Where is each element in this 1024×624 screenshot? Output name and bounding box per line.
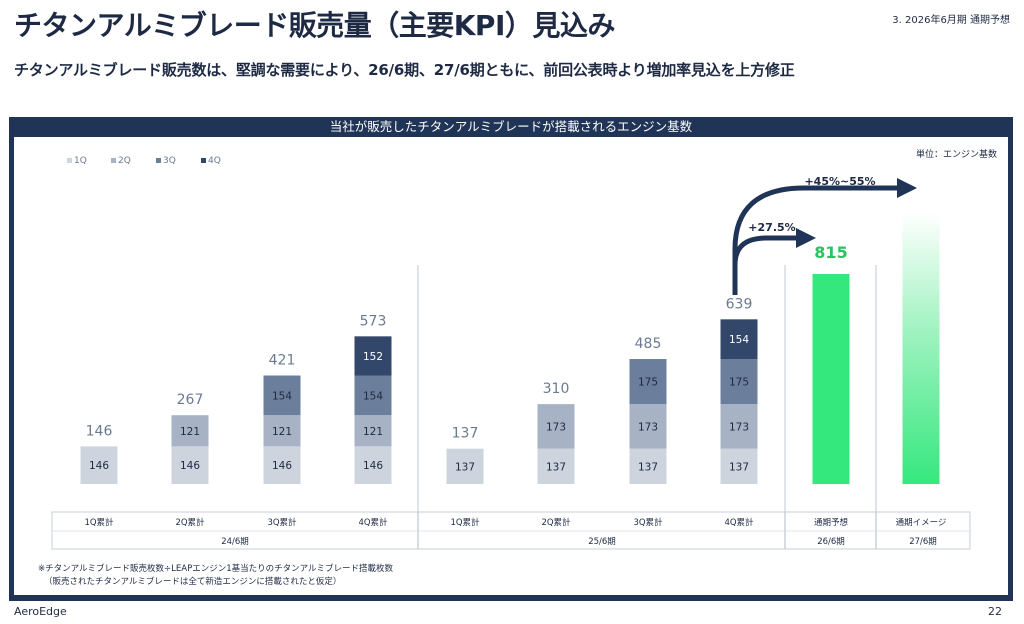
growth-arrow-26 (732, 228, 816, 295)
legend-swatch-1q (67, 158, 72, 163)
category-label: 2Q累計 (175, 517, 205, 528)
period-label: 26/6期 (817, 537, 845, 547)
segment-value-label: 154 (729, 334, 749, 346)
bar-total-label: 310 (543, 381, 570, 397)
period-label: 27/6期 (909, 537, 937, 547)
category-label: 4Q累計 (358, 517, 388, 528)
legend-label-2q: 2Q (118, 156, 131, 166)
segment-value-label: 146 (272, 460, 292, 472)
bar-total-label: 146 (86, 423, 113, 439)
bar-segment-2q (629, 404, 667, 449)
category-label: 1Q累計 (450, 517, 480, 528)
bar-segment-3q (720, 359, 758, 405)
chart-title: 当社が販売したチタンアルミブレードが搭載されるエンジン基数 (329, 119, 693, 134)
bar-segment-1q (446, 448, 484, 484)
legend-label-3q: 3Q (163, 156, 176, 166)
period-label: 25/6期 (588, 537, 616, 547)
segment-value-label: 121 (363, 426, 383, 438)
forecast-bar-26 (812, 273, 850, 484)
section-label: 3. 2026年6月期 通期予想 (892, 15, 1010, 26)
category-label: 1Q累計 (84, 517, 114, 528)
bar-segment-2q (720, 404, 758, 449)
segment-value-label: 154 (272, 390, 292, 402)
category-label: 4Q累計 (724, 517, 754, 528)
segment-value-label: 146 (89, 460, 109, 472)
footnote: ※チタンアルミブレード販売枚数÷LEAPエンジン1基当たりのチタンアルミブレード… (38, 563, 394, 574)
category-label: 3Q累計 (633, 517, 663, 528)
segment-value-label: 137 (638, 461, 658, 473)
bar-segment-1q (629, 448, 667, 484)
bar-segment-2q (537, 404, 575, 449)
segment-value-label: 173 (546, 421, 566, 433)
chart-panel: 1Q 2Q 3Q 4Q 単位：エンジン基数 146 146 146 121 267 146 121 15… (14, 137, 1008, 595)
segment-value-label: 137 (455, 461, 475, 473)
bar-segment-1q (171, 446, 209, 484)
legend-label-4q: 4Q (208, 156, 221, 166)
category-label: 2Q累計 (541, 517, 571, 528)
category-label: 通期予想 (814, 517, 849, 528)
bar-segment-2q (171, 415, 209, 447)
footnote: （販売されたチタンアルミブレードは全て新造エンジンに搭載されたと仮定） (44, 576, 341, 587)
category-label: 3Q累計 (267, 517, 297, 528)
legend-swatch-4q (201, 158, 206, 163)
bar-total-label: 485 (635, 336, 662, 352)
page-number: 22 (988, 605, 1002, 618)
category-label: 通期イメージ (896, 517, 947, 528)
bar-segment-4q (720, 319, 758, 360)
segment-value-label: 154 (363, 390, 383, 402)
segment-value-label: 137 (546, 461, 566, 473)
forecast-image-bar-27 (902, 212, 940, 484)
bar-segment-2q (354, 415, 392, 447)
segment-value-label: 173 (729, 421, 749, 433)
growth-label-27: +45%~55% (804, 175, 875, 188)
bar-segment-4q (354, 336, 392, 376)
bar-total-label: 137 (452, 426, 479, 442)
legend-swatch-3q (156, 158, 161, 163)
growth-label-26: +27.5% (748, 221, 795, 234)
segment-value-label: 146 (180, 460, 200, 472)
legend-swatch-2q (111, 158, 116, 163)
bar-segment-1q (537, 448, 575, 484)
bar-total-label: 573 (360, 313, 387, 329)
bar-segment-1q (263, 446, 301, 484)
segment-value-label: 121 (180, 426, 200, 438)
page-subtitle: チタンアルミブレード販売数は、堅調な需要により、26/6期、27/6期ともに、前… (14, 61, 795, 79)
bar-segment-2q (263, 415, 301, 447)
company-name: AeroEdge (14, 605, 67, 618)
segment-value-label: 175 (638, 377, 658, 389)
legend-label-1q: 1Q (74, 156, 87, 166)
bar-segment-1q (720, 448, 758, 484)
period-label: 24/6期 (221, 537, 249, 547)
bar-segment-3q (263, 375, 301, 416)
segment-value-label: 146 (363, 460, 383, 472)
segment-value-label: 137 (729, 461, 749, 473)
segment-value-label: 152 (363, 351, 383, 363)
unit-label: 単位：エンジン基数 (916, 148, 997, 160)
bar-segment-1q (80, 446, 118, 484)
page-title: チタンアルミブレード販売量（主要KPI）見込み (14, 9, 615, 42)
bar-total-label: 421 (269, 353, 296, 369)
growth-arrow-27 (732, 178, 917, 295)
bar-segment-3q (354, 375, 392, 416)
bar-segment-3q (629, 359, 667, 405)
segment-value-label: 121 (272, 426, 292, 438)
bar-total-label: 639 (726, 296, 753, 312)
engine-count-chart: 1Q 2Q 3Q 4Q 単位：エンジン基数 146 146 146 121 267 146 121 15… (38, 148, 997, 587)
forecast-value-label: 815 (814, 243, 847, 262)
bar-total-label: 267 (177, 392, 204, 408)
bar-segment-1q (354, 446, 392, 484)
segment-value-label: 173 (638, 421, 658, 433)
segment-value-label: 175 (729, 377, 749, 389)
